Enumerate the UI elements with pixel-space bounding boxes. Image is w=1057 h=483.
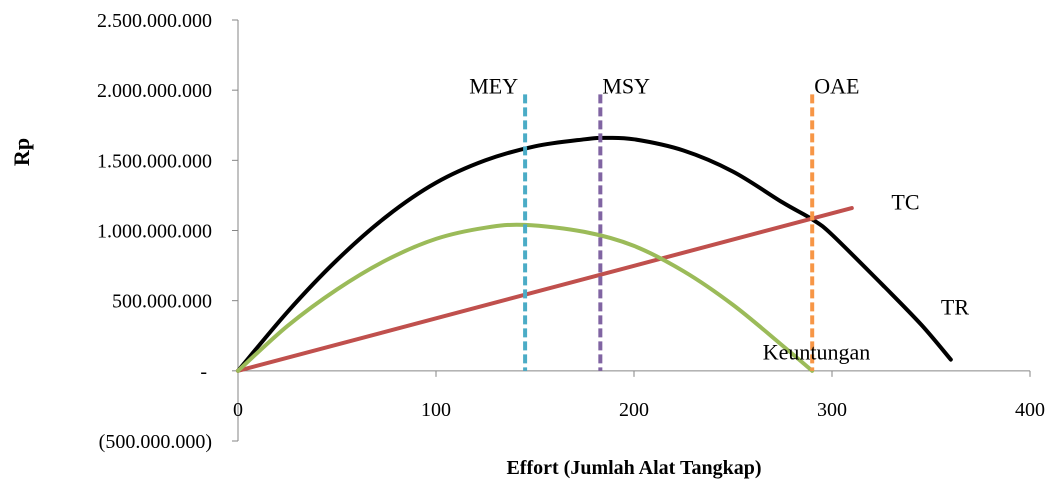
curve-label-keuntungan: Keuntungan bbox=[763, 340, 871, 365]
series-lines bbox=[236, 135, 953, 373]
x-tick-label: 400 bbox=[1015, 399, 1045, 421]
reference-lines: MEY MSY OAE bbox=[469, 73, 859, 371]
y-tick-label: (500.000.000) bbox=[99, 431, 212, 453]
x-tick-label: 200 bbox=[619, 399, 649, 421]
y-tick-label: 500.000.000 bbox=[112, 291, 212, 313]
x-axis-title: Effort (Jumlah Alat Tangkap) bbox=[506, 457, 761, 479]
series-line-tc bbox=[236, 206, 854, 373]
y-tick-label: 2.500.000.000 bbox=[97, 10, 212, 32]
reference-label-oae: OAE bbox=[814, 73, 859, 98]
curve-label-tc: TC bbox=[891, 189, 919, 214]
y-axis: (500.000.000) - 500.000.000 1.000.000.000 1.… bbox=[97, 10, 239, 453]
reference-label-msy: MSY bbox=[602, 73, 650, 98]
x-tick-label: 300 bbox=[817, 399, 847, 421]
y-tick-label: 1.000.000.000 bbox=[97, 221, 212, 243]
reference-label-mey: MEY bbox=[469, 73, 518, 98]
curve-label-tr: TR bbox=[941, 295, 969, 320]
y-tick-label: 1.500.000.000 bbox=[97, 150, 212, 172]
curve-labels: TC TR Keuntungan bbox=[763, 189, 970, 364]
x-tick-label: 0 bbox=[233, 399, 243, 421]
series-line-tr bbox=[236, 135, 953, 373]
y-tick-label: - bbox=[200, 361, 207, 383]
y-axis-title: Rp bbox=[9, 138, 34, 166]
x-tick-label: 100 bbox=[421, 399, 451, 421]
y-tick-label: 2.000.000.000 bbox=[97, 80, 212, 102]
x-axis: 0 100 200 300 400 bbox=[233, 370, 1045, 421]
